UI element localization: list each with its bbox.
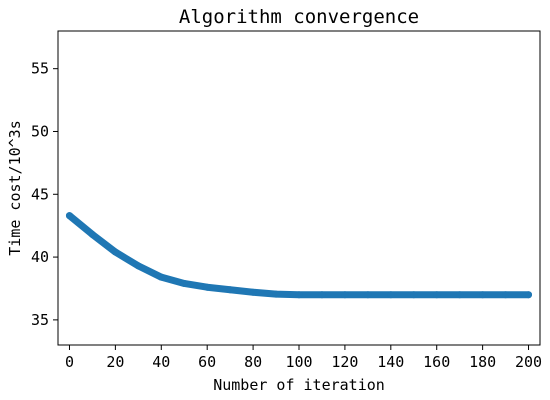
- x-tick-label: 20: [106, 353, 124, 371]
- x-tick-label: 160: [423, 353, 450, 371]
- data-point: [203, 283, 211, 291]
- x-tick-label: 140: [377, 353, 404, 371]
- x-tick-label: 60: [198, 353, 216, 371]
- data-point: [387, 291, 395, 299]
- x-tick-label: 200: [515, 353, 542, 371]
- x-axis-ticks: 0 20 40 60 80 100 120 140 160 180 200: [65, 345, 542, 371]
- data-point: [111, 248, 119, 256]
- y-axis-label: Time cost/10^3s: [6, 120, 24, 255]
- data-point: [364, 291, 372, 299]
- data-point: [157, 273, 165, 281]
- data-point: [433, 291, 441, 299]
- x-tick-label: 180: [469, 353, 496, 371]
- y-tick-label: 35: [31, 311, 49, 329]
- data-point: [502, 291, 510, 299]
- x-tick-label: 100: [285, 353, 312, 371]
- y-tick-label: 45: [31, 185, 49, 203]
- data-point: [249, 288, 257, 296]
- y-axis-ticks: 35 40 45 50 55: [31, 60, 58, 329]
- y-tick-label: 40: [31, 248, 49, 266]
- data-point: [134, 262, 142, 270]
- data-point: [65, 212, 73, 220]
- data-point: [318, 291, 326, 299]
- data-point: [226, 286, 234, 294]
- x-tick-label: 40: [152, 353, 170, 371]
- data-point: [410, 291, 418, 299]
- data-point: [88, 230, 96, 238]
- plot-area: 0 20 40 60 80 100 120 140 160 180 200 35 40 45 50 55: [31, 30, 542, 371]
- x-tick-label: 80: [244, 353, 262, 371]
- data-point: [479, 291, 487, 299]
- data-point: [272, 290, 280, 298]
- data-point: [525, 291, 533, 299]
- data-point: [456, 291, 464, 299]
- y-tick-label: 50: [31, 122, 49, 140]
- chart-title: Algorithm convergence: [179, 6, 419, 28]
- x-tick-label: 0: [65, 353, 74, 371]
- data-point: [341, 291, 349, 299]
- x-tick-label: 120: [331, 353, 358, 371]
- data-point: [295, 291, 303, 299]
- y-tick-label: 55: [31, 60, 49, 78]
- series-layer: [65, 212, 533, 299]
- x-axis-label: Number of iteration: [213, 376, 385, 394]
- data-point: [180, 279, 188, 287]
